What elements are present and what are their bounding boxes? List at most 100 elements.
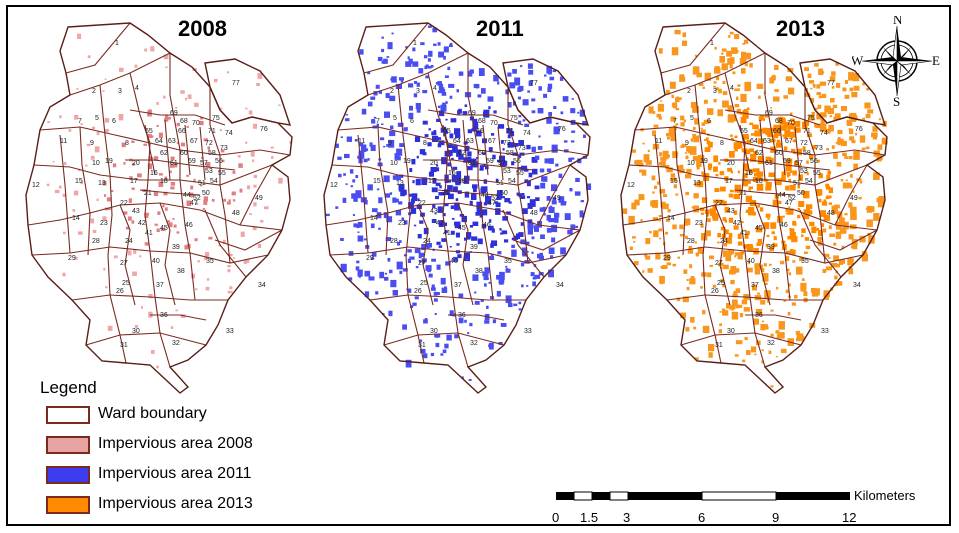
impervious-patch (351, 193, 356, 199)
impervious-patch (756, 183, 764, 191)
impervious-patch (754, 268, 760, 275)
impervious-patch (193, 178, 196, 182)
impervious-patch (451, 175, 458, 183)
impervious-patch (798, 174, 803, 181)
impervious-patch (405, 359, 412, 368)
impervious-patch (518, 232, 524, 237)
ward-label-25: 25 (717, 280, 725, 287)
impervious-patch (359, 49, 364, 55)
impervious-patch (432, 27, 438, 33)
impervious-patch (842, 87, 847, 92)
impervious-patch (734, 184, 741, 193)
ward-label-12: 12 (32, 182, 40, 189)
impervious-patch (90, 218, 95, 224)
impervious-patch (555, 122, 559, 125)
ward-label-22: 22 (715, 200, 723, 207)
impervious-patch (754, 263, 761, 269)
impervious-patch (772, 199, 779, 207)
impervious-patch (693, 205, 699, 213)
impervious-patch (518, 155, 522, 158)
ward-boundary-line (457, 202, 474, 306)
impervious-patch (484, 283, 487, 287)
impervious-patch (499, 228, 502, 231)
impervious-patch (677, 256, 680, 259)
impervious-patch (495, 202, 501, 208)
impervious-patch (828, 187, 833, 194)
impervious-patch (765, 222, 770, 227)
impervious-patch (654, 185, 657, 189)
impervious-patch (723, 229, 729, 235)
impervious-patch (498, 342, 503, 345)
impervious-patch (538, 255, 544, 260)
city-outline-east-lobe (503, 59, 588, 125)
ward-label-17: 17 (428, 178, 436, 185)
impervious-patch (802, 146, 806, 151)
impervious-patch (226, 71, 229, 74)
impervious-patch (475, 212, 482, 216)
impervious-patch (497, 124, 505, 129)
impervious-patch (468, 379, 472, 381)
impervious-patch (440, 353, 444, 356)
impervious-patch (344, 118, 350, 122)
ward-label-43: 43 (727, 208, 735, 215)
impervious-patch (666, 154, 670, 158)
impervious-patch (486, 305, 489, 309)
impervious-patch (74, 114, 79, 120)
impervious-patch (418, 68, 424, 74)
impervious-patch (360, 144, 367, 152)
impervious-patch (837, 138, 842, 144)
impervious-patch (826, 148, 829, 151)
ward-label-51: 51 (793, 180, 801, 187)
impervious-patch (511, 244, 515, 248)
ward-label-18: 18 (755, 178, 763, 185)
impervious-patch (711, 213, 718, 219)
impervious-patch (163, 54, 169, 60)
impervious-patch (441, 287, 448, 293)
impervious-patch (758, 177, 764, 181)
impervious-patch (787, 235, 793, 240)
impervious-patch (694, 118, 700, 125)
impervious-patch (728, 193, 733, 198)
impervious-patch (719, 199, 725, 205)
impervious-patch (417, 234, 422, 239)
impervious-patch (469, 69, 474, 74)
impervious-patch (227, 290, 231, 294)
impervious-patch (370, 257, 375, 260)
impervious-patch (671, 94, 674, 99)
impervious-patch (144, 242, 149, 246)
impervious-patch (412, 61, 419, 67)
impervious-patch (821, 223, 825, 227)
impervious-patch (232, 199, 236, 202)
impervious-patch (123, 162, 126, 165)
impervious-patch (652, 217, 658, 221)
impervious-patch (718, 329, 722, 334)
impervious-patch (877, 144, 883, 150)
impervious-patch (785, 76, 793, 82)
impervious-patch (502, 216, 509, 221)
impervious-patch (423, 353, 428, 359)
impervious-patch (789, 118, 795, 122)
impervious-patch (689, 278, 696, 285)
impervious-patch (453, 186, 458, 192)
impervious-patch (639, 169, 644, 173)
ward-boundary-line (69, 52, 171, 96)
impervious-patch (513, 235, 519, 240)
impervious-patch (398, 201, 403, 205)
impervious-patch (172, 218, 175, 220)
ward-label-64: 64 (453, 138, 461, 145)
impervious-patch (580, 200, 584, 203)
impervious-patch (185, 97, 188, 101)
impervious-patch (560, 111, 564, 115)
impervious-patch (768, 172, 775, 177)
impervious-patch (872, 136, 877, 140)
impervious-patch (725, 253, 732, 262)
impervious-patch (525, 241, 530, 245)
ward-label-11: 11 (60, 138, 67, 145)
impervious-patch (844, 213, 848, 216)
impervious-patch (422, 120, 428, 125)
impervious-patch (741, 51, 746, 59)
scale-segment-1 (556, 492, 574, 500)
impervious-patch (143, 143, 147, 146)
impervious-patch (537, 221, 542, 228)
impervious-patch (176, 122, 180, 127)
